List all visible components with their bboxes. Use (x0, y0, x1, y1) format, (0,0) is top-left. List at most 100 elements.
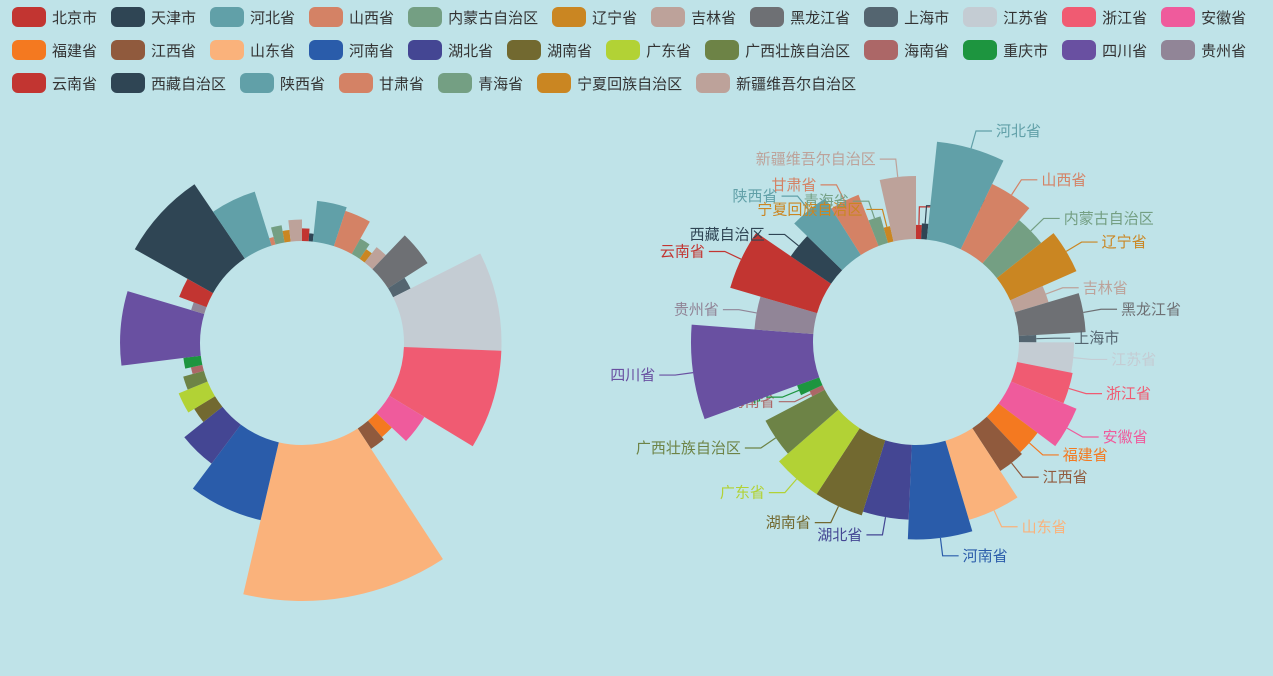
legend-item[interactable]: 青海省 (438, 72, 523, 94)
rose-slice[interactable] (357, 420, 384, 449)
rose-slice[interactable] (269, 236, 276, 246)
legend-item[interactable]: 湖北省 (408, 39, 493, 61)
rose-slice[interactable] (376, 395, 425, 442)
legend-item[interactable]: 江西省 (111, 39, 196, 61)
rose-slice[interactable] (816, 428, 886, 516)
rose-slice[interactable] (194, 396, 223, 422)
rose-slice[interactable] (907, 440, 973, 540)
legend-item[interactable]: 重庆市 (963, 39, 1048, 61)
rose-slice[interactable] (368, 412, 392, 438)
rose-slice[interactable] (926, 141, 1004, 250)
legend-item[interactable]: 广东省 (606, 39, 691, 61)
rose-slice[interactable] (308, 233, 314, 242)
legend-item[interactable]: 贵州省 (1161, 39, 1246, 61)
rose-slice[interactable] (270, 225, 285, 245)
legend-item[interactable]: 山东省 (210, 39, 295, 61)
rose-slice[interactable] (691, 324, 820, 420)
rose-slice[interactable] (1010, 286, 1049, 313)
rose-slice[interactable] (916, 224, 922, 240)
rose-slice[interactable] (364, 247, 386, 270)
legend-item[interactable]: 浙江省 (1062, 6, 1147, 28)
legend-item[interactable]: 宁夏回族自治区 (537, 72, 682, 94)
legend-item[interactable]: 吉林省 (651, 6, 736, 28)
legend-item[interactable]: 上海市 (864, 6, 949, 28)
legend-item[interactable]: 甘肃省 (339, 72, 424, 94)
rose-slice[interactable] (921, 223, 929, 240)
legend-item[interactable]: 海南省 (864, 39, 949, 61)
legend-label: 天津市 (151, 8, 197, 27)
rose-slice[interactable] (282, 230, 291, 243)
rose-slice[interactable] (1017, 342, 1075, 373)
rose-slice[interactable] (184, 406, 241, 464)
legend-item[interactable]: 山西省 (309, 6, 394, 28)
rose-slice[interactable] (809, 385, 825, 397)
rose-slice[interactable] (388, 277, 411, 298)
legend-item[interactable]: 云南省 (12, 72, 97, 94)
rose-slice[interactable] (120, 291, 205, 366)
rose-slice[interactable] (1011, 362, 1073, 404)
slice-label: 山西省 (1041, 171, 1086, 189)
rose-slice[interactable] (730, 232, 832, 314)
rose-slice[interactable] (190, 364, 204, 375)
rose-slice[interactable] (134, 184, 245, 294)
rose-slice[interactable] (996, 233, 1077, 301)
legend-label: 宁夏回族自治区 (577, 74, 683, 93)
legend-item[interactable]: 广西壮族自治区 (705, 39, 850, 61)
legend-item[interactable]: 天津市 (111, 6, 196, 28)
rose-slice[interactable] (178, 381, 215, 413)
rose-slice[interactable] (243, 428, 443, 601)
legend-item[interactable]: 湖南省 (507, 39, 592, 61)
legend-item[interactable]: 新疆维吾尔自治区 (696, 72, 856, 94)
rose-slice[interactable] (372, 235, 428, 289)
rose-slice[interactable] (1014, 293, 1086, 337)
rose-slice[interactable] (393, 253, 502, 351)
rose-slice[interactable] (288, 219, 302, 242)
rose-slice[interactable] (778, 409, 860, 495)
legend-swatch (963, 40, 998, 60)
legend-item[interactable]: 四川省 (1062, 39, 1147, 61)
rose-slice[interactable] (213, 191, 272, 259)
rose-slice[interactable] (351, 238, 370, 259)
legend-item[interactable]: 河南省 (309, 39, 394, 61)
rose-slice[interactable] (389, 346, 502, 447)
legend-item[interactable]: 福建省 (12, 39, 97, 61)
legend-item[interactable]: 陕西省 (240, 72, 325, 94)
rose-slice[interactable] (1018, 335, 1037, 343)
rose-slice[interactable] (359, 249, 372, 263)
legend-item[interactable]: 辽宁省 (552, 6, 637, 28)
rose-slice[interactable] (982, 220, 1042, 279)
rose-slice[interactable] (797, 377, 823, 396)
rose-slice[interactable] (862, 440, 912, 520)
rose-slice[interactable] (333, 210, 370, 254)
rose-slice[interactable] (960, 183, 1030, 264)
legend-item[interactable]: 黑龙江省 (750, 6, 850, 28)
legend-item[interactable]: 内蒙古自治区 (408, 6, 538, 28)
rose-slice[interactable] (183, 355, 203, 369)
legend-item[interactable]: 江苏省 (963, 6, 1048, 28)
rose-slice[interactable] (883, 226, 894, 243)
rose-slice[interactable] (986, 403, 1038, 453)
rose-slice[interactable] (868, 216, 888, 247)
legend-item[interactable]: 河北省 (210, 6, 295, 28)
legend-item[interactable]: 安徽省 (1161, 6, 1246, 28)
rose-slice[interactable] (794, 198, 861, 271)
rose-slice[interactable] (972, 416, 1022, 472)
rose-slice[interactable] (831, 194, 879, 256)
rose-slice[interactable] (183, 370, 208, 390)
rose-slice[interactable] (302, 228, 310, 242)
label-leader-line (1073, 357, 1108, 361)
rose-slice[interactable] (192, 424, 279, 521)
rose-slice[interactable] (179, 278, 214, 308)
rose-slice[interactable] (879, 176, 916, 242)
rose-slice[interactable] (312, 200, 347, 247)
rose-slice[interactable] (945, 428, 1018, 520)
rose-slice[interactable] (790, 236, 843, 284)
legend-item[interactable]: 北京市 (12, 6, 97, 28)
rose-slice[interactable] (998, 381, 1077, 447)
rose-slice[interactable] (754, 296, 818, 335)
rose-slice[interactable] (191, 302, 207, 314)
label-leader-line (939, 537, 959, 557)
legend-item[interactable]: 西藏自治区 (111, 72, 226, 94)
rose-slice[interactable] (765, 389, 839, 454)
legend-label: 广西壮族自治区 (745, 41, 851, 60)
